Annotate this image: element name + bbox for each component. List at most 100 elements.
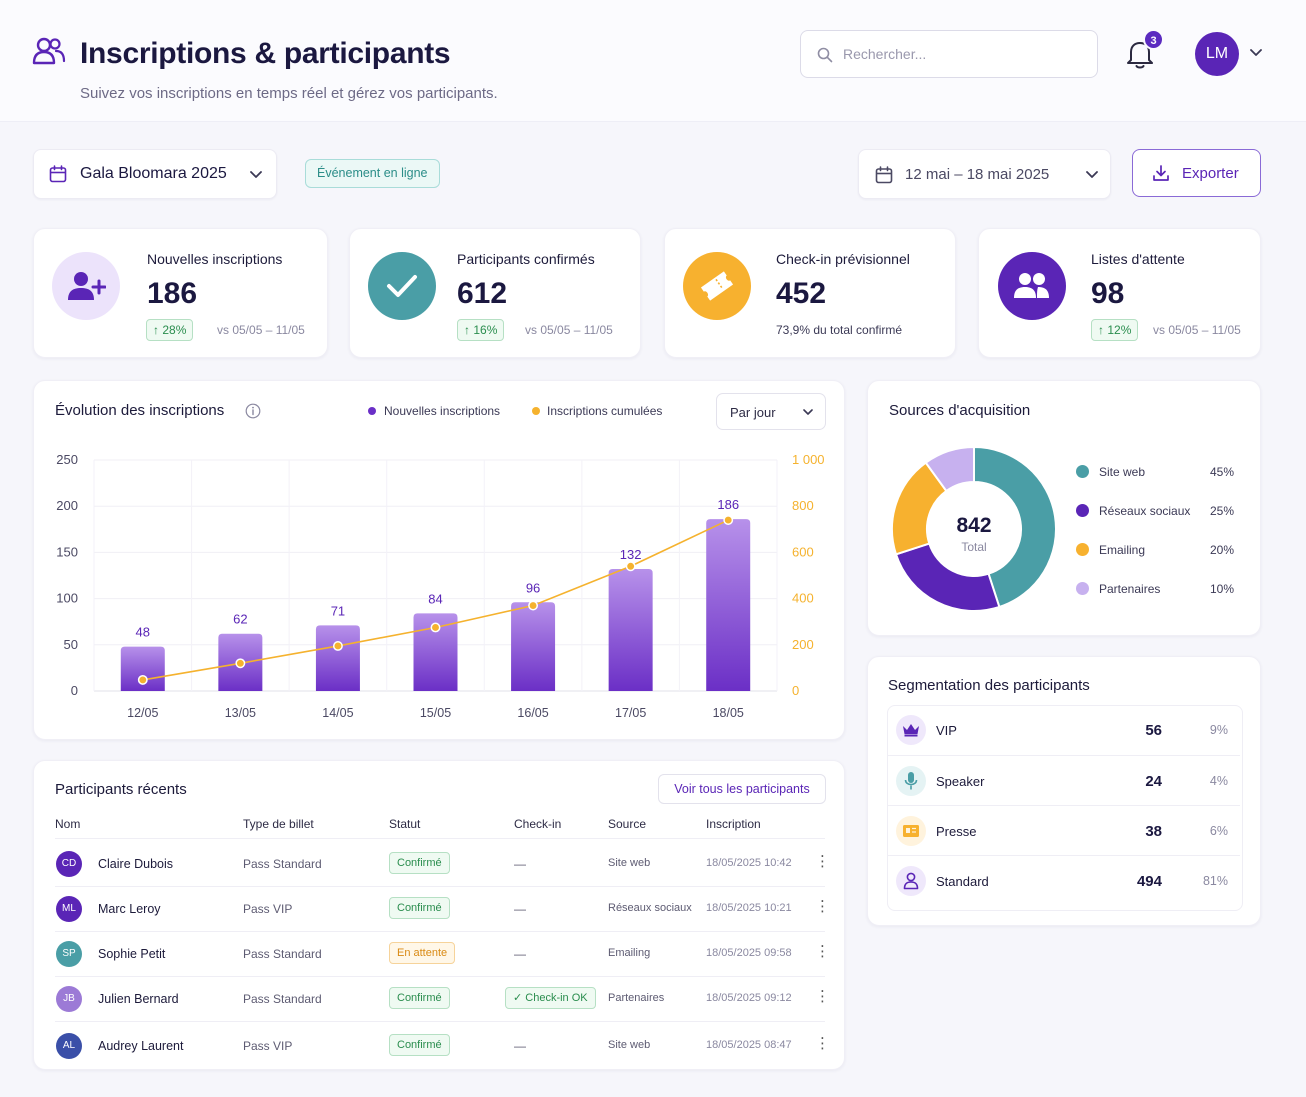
divider — [55, 886, 825, 887]
user-avatar[interactable]: LM — [1195, 32, 1239, 76]
kpi-comparison: vs 05/05 – 11/05 — [525, 323, 613, 337]
calendar-icon — [49, 165, 67, 183]
segment-label: Speaker — [936, 774, 985, 789]
avatar: JB — [56, 986, 82, 1012]
legend-dot-new — [368, 407, 376, 415]
kpi-value: 452 — [776, 277, 827, 310]
status-badge: Confirmé — [389, 852, 450, 874]
avatar: SP — [56, 941, 82, 967]
y-right-tick-label: 0 — [792, 683, 799, 698]
more-vertical-icon[interactable]: ⋮ — [815, 853, 830, 870]
kpi-note: 73,9% du total confirmé — [776, 323, 903, 337]
source-value: Réseaux sociaux — [608, 902, 692, 914]
registration-date: 18/05/2025 10:42 — [706, 857, 792, 869]
date-range-select[interactable]: 12 mai – 18 mai 2025 — [858, 149, 1111, 199]
kpi-card-waitlist: Listes d'attente 98 ↑ 12% vs 05/05 – 11/… — [978, 228, 1261, 358]
checkin-value: — — [514, 1039, 526, 1053]
kpi-value: 612 — [457, 277, 508, 310]
bar-value-label: 71 — [331, 603, 345, 618]
source-label: Site web — [1099, 465, 1146, 479]
status-badge: En attente — [389, 942, 456, 964]
newspaper-icon — [903, 825, 919, 837]
divider — [55, 1021, 825, 1022]
kpi-label: Nouvelles inscriptions — [147, 251, 283, 267]
kpi-comparison: vs 05/05 – 11/05 — [1153, 323, 1241, 337]
y-left-tick-label: 50 — [64, 637, 78, 652]
registration-date: 18/05/2025 10:21 — [706, 902, 792, 914]
search-icon — [817, 47, 833, 63]
view-all-participants-button[interactable]: Voir tous les participants — [658, 774, 826, 804]
period-select[interactable]: Par jour — [716, 393, 826, 430]
table-row[interactable]: CD Claire Dubois Pass Standard Confirmé … — [34, 841, 846, 886]
divider — [55, 838, 825, 839]
column-header[interactable]: Statut — [389, 817, 421, 831]
bar — [608, 569, 653, 691]
evolution-title: Évolution des inscriptions — [55, 402, 225, 419]
y-right-tick-label: 600 — [792, 544, 814, 559]
table-row[interactable]: ML Marc Leroy Pass VIP Confirmé — Réseau… — [34, 886, 846, 931]
kpi-label: Listes d'attente — [1091, 251, 1185, 267]
ticket-type: Pass VIP — [243, 1039, 293, 1053]
cumulative-point — [723, 515, 734, 526]
avatar: AL — [56, 1033, 82, 1059]
checkin-ok-badge: ✓ Check-in OK — [505, 987, 596, 1009]
ticket-icon — [700, 271, 734, 301]
event-type-badge: Événement en ligne — [305, 159, 440, 188]
registration-date: 18/05/2025 09:58 — [706, 947, 792, 959]
search-input[interactable] — [843, 31, 1083, 77]
sources-card: Sources d'acquisition 842 Total Site web… — [867, 380, 1261, 636]
legend-dot — [1076, 465, 1089, 478]
y-left-tick-label: 0 — [71, 683, 78, 698]
segment-label: VIP — [936, 723, 957, 738]
table-row[interactable]: AL Audrey Laurent Pass VIP Confirmé — Si… — [34, 1023, 846, 1068]
more-vertical-icon[interactable]: ⋮ — [815, 943, 830, 960]
more-vertical-icon[interactable]: ⋮ — [815, 988, 830, 1005]
segment-pct: 81% — [1202, 874, 1228, 888]
kpi-trend-badge: ↑ 16% — [457, 319, 505, 341]
y-right-tick-label: 800 — [792, 498, 814, 513]
y-left-tick-label: 150 — [56, 544, 78, 559]
legend-dot — [1076, 582, 1089, 595]
info-icon[interactable] — [245, 403, 261, 419]
chevron-down-icon — [250, 171, 262, 178]
ticket-type: Pass Standard — [243, 947, 322, 961]
bar-value-label: 96 — [526, 580, 540, 595]
user-plus-icon — [68, 272, 106, 300]
column-header[interactable]: Inscription — [706, 817, 761, 831]
segment-count: 56 — [1145, 722, 1162, 739]
kpi-label: Check-in prévisionnel — [776, 251, 910, 267]
crown-icon — [903, 724, 919, 737]
column-header[interactable]: Type de billet — [243, 817, 314, 831]
y-right-tick-label: 1 000 — [792, 452, 825, 467]
bell-icon[interactable] — [1126, 38, 1154, 70]
kpi-icon-bg — [368, 252, 436, 320]
cumulative-point — [332, 641, 343, 651]
users-icon — [32, 37, 66, 65]
x-tick-label: 17/05 — [615, 706, 646, 720]
cumulative-point — [235, 658, 246, 669]
legend-dot — [1076, 543, 1089, 556]
source-pct: 10% — [1209, 582, 1234, 596]
table-row[interactable]: JB Julien Bernard Pass Standard Confirmé… — [34, 976, 846, 1021]
table-row[interactable]: SP Sophie Petit Pass Standard En attente… — [34, 931, 846, 976]
x-tick-label: 13/05 — [225, 706, 256, 720]
column-header[interactable]: Source — [608, 817, 647, 831]
event-name: Gala Bloomara 2025 — [80, 165, 227, 182]
segmentation-card: Segmentation des participants — [867, 656, 1261, 926]
kpi-card-new-registrations: Nouvelles inscriptions 186 ↑ 28% vs 05/0… — [33, 228, 328, 358]
participants-title: Participants récents — [55, 781, 187, 798]
y-left-tick-label: 250 — [56, 452, 78, 467]
kpi-value: 98 — [1091, 277, 1125, 310]
column-header[interactable]: Check-in — [514, 817, 562, 831]
column-header[interactable]: Nom — [55, 817, 81, 831]
more-vertical-icon[interactable]: ⋮ — [815, 898, 830, 915]
status-badge: Confirmé — [389, 897, 450, 919]
chevron-down-icon[interactable] — [1250, 49, 1262, 57]
y-right-tick-label: 400 — [792, 591, 814, 606]
search-box[interactable] — [800, 30, 1098, 78]
more-vertical-icon[interactable]: ⋮ — [815, 1035, 830, 1052]
segment-pct: 4% — [1209, 774, 1228, 788]
export-button[interactable]: Exporter — [1132, 149, 1261, 197]
event-select[interactable]: Gala Bloomara 2025 — [33, 149, 277, 199]
checkin-value: — — [514, 947, 526, 961]
